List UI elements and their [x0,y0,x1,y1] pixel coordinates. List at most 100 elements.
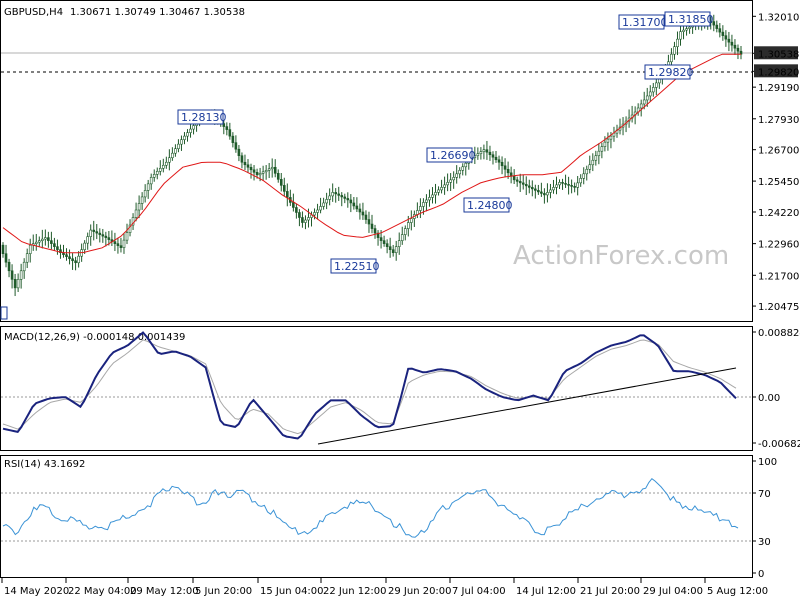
candle-body [736,47,740,52]
candle-body [83,242,86,250]
svg-text:100: 100 [758,457,777,468]
macd-title: MACD(12,26,9) -0.000148 0.001439 [4,332,185,343]
candle-body [258,173,262,176]
svg-text:1.29820: 1.29820 [648,66,694,79]
candle-body [252,169,256,173]
candle-body [349,199,353,204]
candle-body [540,191,543,194]
candle-body [437,189,440,193]
candle-body [59,249,62,253]
candle-body [162,164,165,169]
candle-body [537,190,540,193]
candle-body [276,173,280,180]
candle-body [231,135,235,143]
macd-pane [0,326,753,451]
candle-body [255,172,259,176]
candle-body [113,241,117,244]
candle-body [594,155,598,161]
candle-body [355,205,359,210]
candle-body [137,203,141,211]
candle-body [65,254,68,258]
candle-body [4,253,8,263]
candle-body [391,249,395,253]
candle-body [534,188,537,191]
candle-body [192,125,195,130]
candle-body [22,261,26,272]
candle-body [189,128,192,133]
candle-body [183,135,186,140]
candle-body [68,256,71,260]
candle-body [158,167,162,172]
candle-body [116,243,120,246]
candle-body [645,95,649,101]
candle-body [264,169,268,173]
candle-body [165,161,168,166]
svg-text:0.00: 0.00 [758,393,780,404]
candle-body [286,191,289,198]
candle-body [316,209,319,213]
candle-body [642,99,646,105]
candle-body [119,245,123,248]
candle-body [531,187,534,190]
candle-body [558,182,561,186]
price-tick-label: 1.25450 [758,177,799,188]
label-126690: 1.26690 [426,147,476,163]
price-tick-label: 1.20475 [758,302,799,313]
candle-body [104,235,108,238]
candle-body [261,171,265,174]
candle-body [585,168,589,175]
candle-body [50,240,53,244]
candle-body [573,186,576,188]
reference-price-box [754,64,798,78]
svg-text:0: 0 [758,569,764,580]
macd-signal-line [2,339,737,435]
candle-body [379,237,383,241]
candle-body [685,28,688,31]
candle-body [225,126,229,130]
candle-body [228,129,232,137]
candle-body [527,185,531,188]
candle-body [168,157,171,163]
candle-body [25,253,29,263]
candle-body [397,240,401,247]
candle-body [458,169,462,175]
candle-body [331,192,334,197]
candle-body [410,218,413,223]
candle-body [721,31,725,36]
candle-body [364,214,368,220]
candle-body [71,258,74,262]
candle-body [648,91,652,97]
candle-body [343,196,347,199]
candle-body [122,239,126,248]
candle-body [322,202,325,207]
time-tick-label: 5 Jun 20:00 [195,586,252,597]
label-124800: 1.24800 [463,197,513,213]
candle-body [564,183,567,185]
candle-body [515,179,519,182]
candle-body [394,246,398,253]
candle-body [676,38,679,48]
svg-text:1.24800: 1.24800 [467,199,513,212]
svg-text:1.31850: 1.31850 [668,13,714,26]
candle-body [149,177,153,185]
candle-body [171,152,174,159]
price-tick-label: 1.22960 [758,240,799,251]
candle-body [506,168,510,174]
candle-body [403,228,407,235]
label-131700: 1.31700 [618,14,668,30]
candle-body [406,222,410,229]
time-tick-label: 5 Aug 12:00 [707,586,768,597]
svg-text:-0.006825: -0.006825 [758,439,800,450]
candle-body [428,197,431,201]
candle-body [673,46,676,55]
candle-body [370,223,374,229]
svg-text:70: 70 [758,489,771,500]
candle-body [267,168,271,171]
candle-body [282,185,286,192]
candle-body [455,173,458,178]
candle-body [358,208,362,213]
candle-body [503,165,507,170]
candle-body [422,202,425,207]
candle-body [10,270,14,280]
